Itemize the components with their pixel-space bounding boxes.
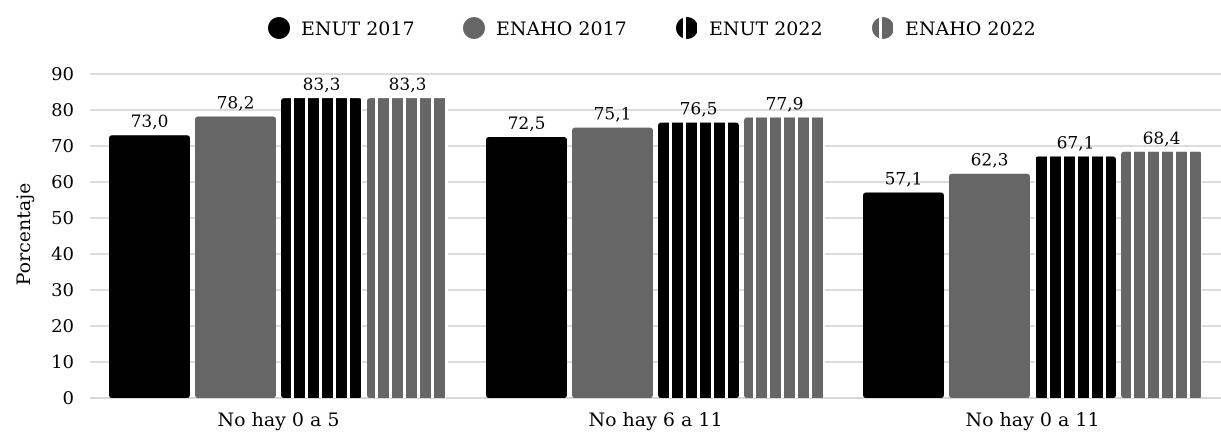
bar xyxy=(109,135,190,398)
y-tick-label: 30 xyxy=(51,280,74,301)
bar xyxy=(367,98,448,399)
legend-label: ENAHO 2022 xyxy=(905,18,1036,40)
y-tick-label: 40 xyxy=(51,244,74,265)
legend-swatch xyxy=(463,17,485,39)
bar xyxy=(949,173,1030,398)
legend-swatch xyxy=(268,17,290,39)
data-label: 67,1 xyxy=(1057,133,1095,153)
y-axis-title: Porcentaje xyxy=(13,183,35,286)
data-label: 57,1 xyxy=(885,169,923,189)
y-tick-label: 20 xyxy=(51,316,74,337)
data-label: 78,2 xyxy=(217,93,255,113)
bar xyxy=(281,98,362,399)
gridlines xyxy=(90,73,1221,399)
data-label: 83,3 xyxy=(389,75,427,95)
category-label: No hay 6 a 11 xyxy=(588,409,722,431)
bar xyxy=(658,122,739,398)
bar xyxy=(863,192,944,398)
bars xyxy=(109,98,1202,399)
y-tick-label: 10 xyxy=(51,352,74,373)
category-label: No hay 0 a 5 xyxy=(217,409,339,431)
y-tick-label: 90 xyxy=(51,64,74,85)
legend: ENUT 2017 ENAHO 2017 ENUT 2022 ENAHO 2022 xyxy=(268,17,1036,40)
category-label: No hay 0 a 11 xyxy=(965,409,1099,431)
legend-swatch xyxy=(872,17,894,39)
y-tick-label: 50 xyxy=(51,208,74,229)
data-label: 75,1 xyxy=(594,105,632,125)
data-label: 83,3 xyxy=(303,75,341,95)
legend-label: ENUT 2017 xyxy=(301,18,415,40)
legend-label: ENUT 2022 xyxy=(709,18,823,40)
legend-label: ENAHO 2017 xyxy=(496,18,627,40)
bar xyxy=(1121,151,1202,398)
data-label: 77,9 xyxy=(766,95,804,115)
bar xyxy=(572,127,653,398)
bar xyxy=(195,116,276,398)
y-axis: 0 10 20 30 40 50 60 70 80 90 xyxy=(51,64,74,409)
data-label: 73,0 xyxy=(131,112,169,132)
data-label: 68,4 xyxy=(1143,129,1181,149)
bar xyxy=(744,117,825,398)
data-label: 76,5 xyxy=(680,100,718,120)
data-label: 62,3 xyxy=(971,151,1009,171)
data-label: 72,5 xyxy=(508,114,546,134)
y-tick-label: 60 xyxy=(51,172,74,193)
y-tick-label: 70 xyxy=(51,136,74,157)
x-axis: No hay 0 a 5 No hay 6 a 11 No hay 0 a 11 xyxy=(217,409,1099,431)
bar xyxy=(486,137,567,398)
legend-swatch xyxy=(676,17,698,39)
y-tick-label: 0 xyxy=(63,388,74,409)
bar xyxy=(1035,156,1116,398)
y-tick-label: 80 xyxy=(51,100,74,121)
data-labels: 73,0 78,2 83,3 83,3 72,5 75,1 76,5 77,9 57,1 62,3… xyxy=(131,75,1181,189)
